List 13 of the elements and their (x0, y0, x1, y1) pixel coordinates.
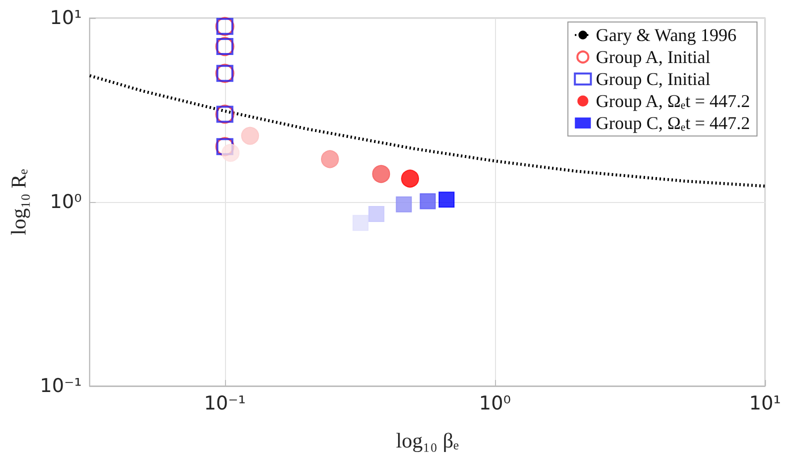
x-tick-label: 10⁰ (479, 392, 511, 414)
legend-label: Group A, Initial (596, 47, 710, 67)
legend-label: Group A, Ωₑt = 447.2 (596, 91, 750, 111)
y-tick-label: 10¹ (50, 7, 82, 29)
legend-label: Group C, Ωₑt = 447.2 (596, 113, 750, 133)
legend-label: Group C, Initial (596, 69, 710, 89)
y-axis-title: log₁₀ Rₑ (6, 168, 30, 236)
x-axis-title: log₁₀ βₑ (396, 428, 460, 452)
legend-label: Gary & Wang 1996 (596, 25, 737, 45)
x-tick-label: 10¹ (749, 392, 781, 414)
y-tick-label: 10⁻¹ (40, 375, 82, 397)
x-tick-label: 10⁻¹ (204, 392, 246, 414)
y-tick-label: 10⁰ (50, 191, 82, 213)
